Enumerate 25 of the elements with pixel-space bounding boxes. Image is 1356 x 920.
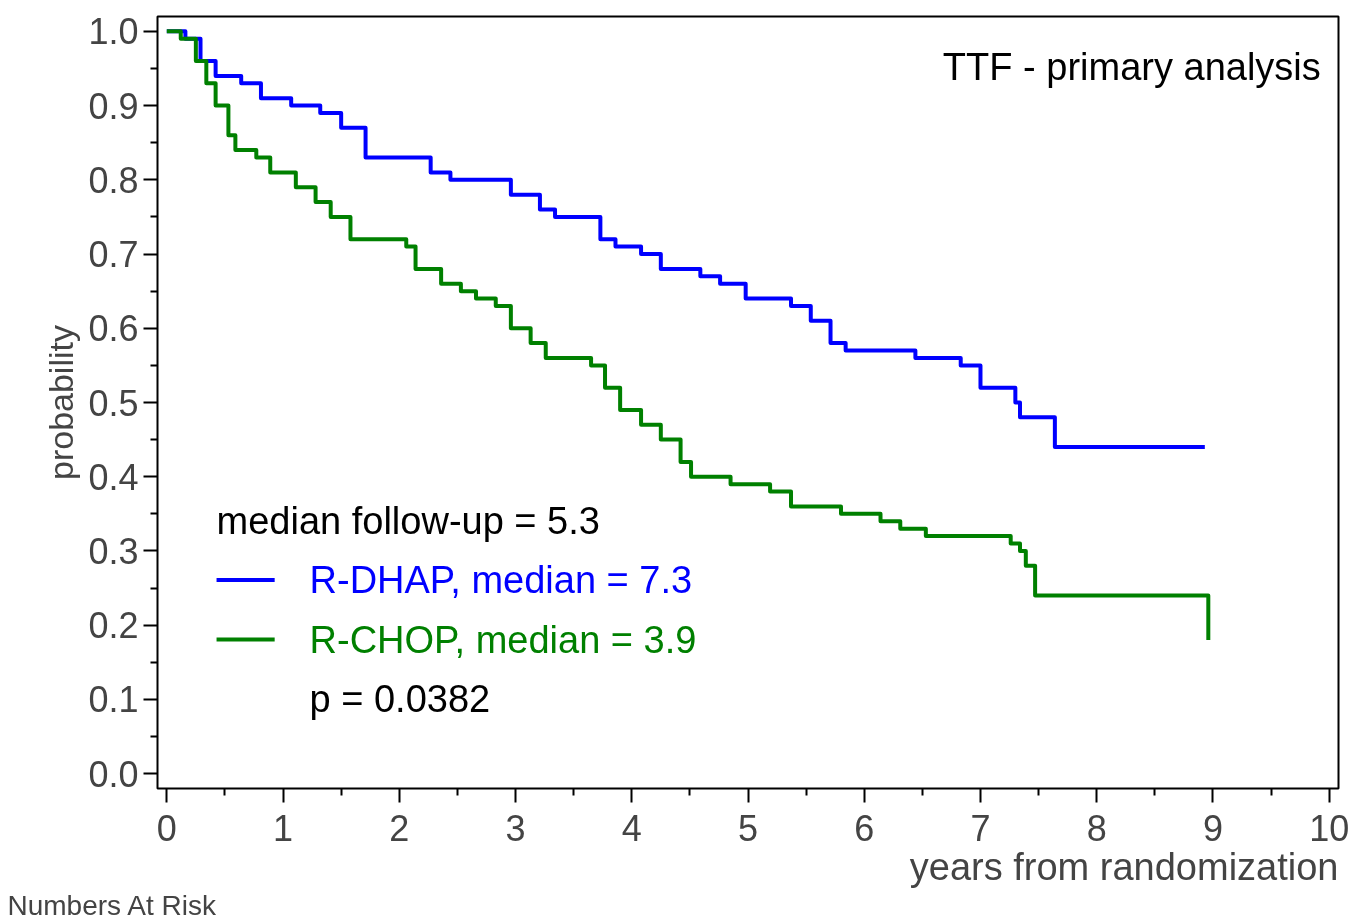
y-tick-label: 0.3: [88, 530, 139, 572]
y-axis-title: probability: [42, 325, 81, 480]
x-tick-label: 0: [156, 807, 177, 849]
y-tick-label: 1.0: [88, 11, 139, 53]
y-tick-label: 0.6: [88, 308, 139, 350]
annotation: p = 0.0382: [309, 677, 491, 720]
y-tick-label: 0.1: [88, 679, 139, 721]
y-tick-label: 0.0: [88, 753, 139, 795]
x-tick-label: 6: [854, 807, 875, 849]
text: Numbers At Risk: [7, 889, 217, 920]
legend-label: R-DHAP, median = 7.3: [309, 559, 693, 602]
legend-label: R-CHOP, median = 3.9: [309, 618, 697, 661]
x-tick-label: 3: [505, 807, 526, 849]
text: TTF - primary analysis: [942, 45, 1321, 88]
y-tick-label: 0.4: [88, 456, 139, 498]
x-tick-label: 5: [737, 807, 759, 849]
y-tick-label: 0.2: [88, 605, 139, 647]
y-tick-label: 0.8: [88, 159, 139, 201]
x-tick-label: 4: [621, 807, 642, 849]
annotation: median follow-up = 5.3: [216, 499, 600, 542]
y-tick-label: 0.5: [88, 382, 139, 424]
y-tick-label: 0.9: [88, 85, 139, 127]
x-tick-label: 1: [273, 807, 294, 849]
x-tick-label: 2: [389, 807, 410, 849]
y-tick-label: 0.7: [88, 234, 139, 276]
